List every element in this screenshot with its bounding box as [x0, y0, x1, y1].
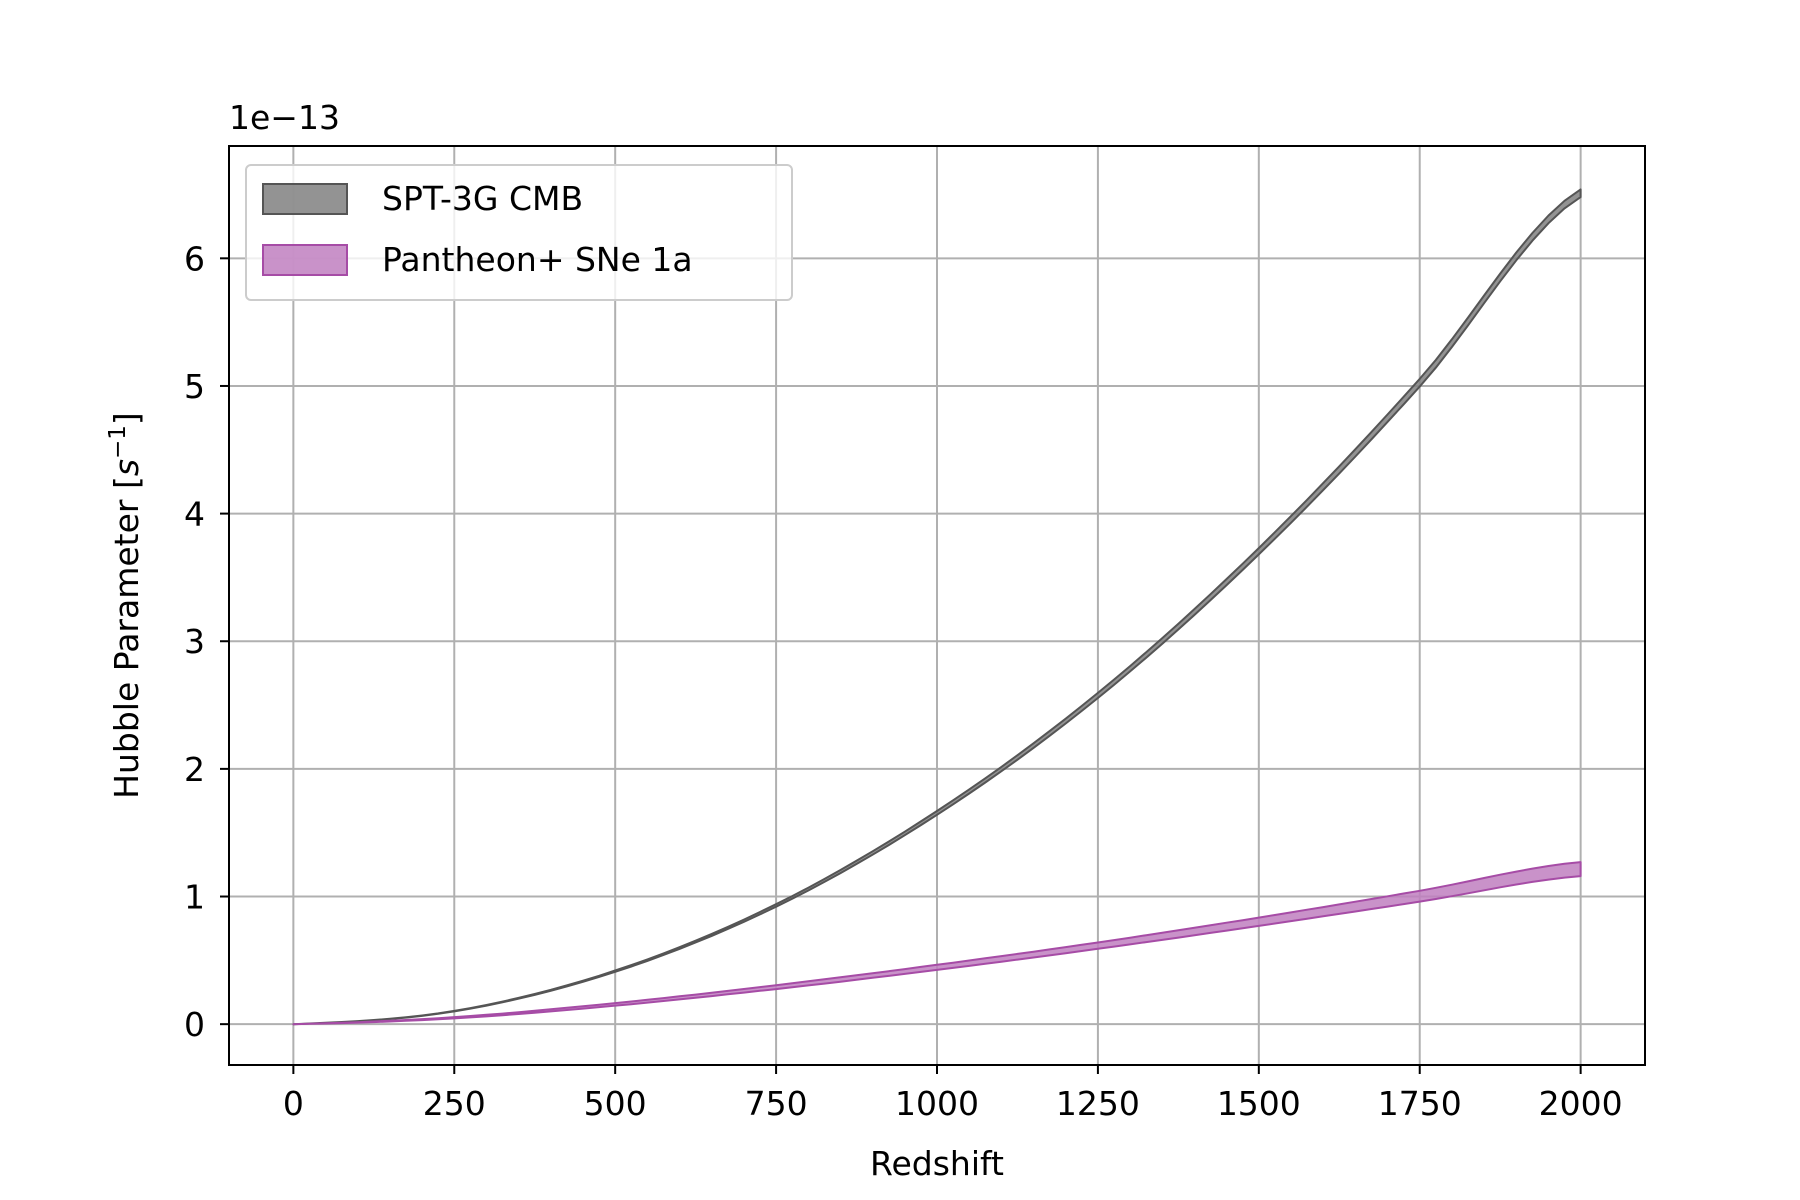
- x-tick-label: 750: [745, 1084, 808, 1123]
- x-tick-label: 500: [584, 1084, 647, 1123]
- x-tick-label: 0: [283, 1084, 304, 1123]
- y-axis-label-text: Hubble Parameter [: [107, 476, 146, 799]
- y-axis-label: Hubble Parameter [s−1]: [105, 412, 146, 799]
- legend-swatch: [262, 244, 348, 276]
- series-band: [292, 861, 1582, 1026]
- y-tick-label: 3: [184, 622, 205, 661]
- legend-label: Pantheon+ SNe 1a: [382, 240, 693, 279]
- y-tick-label: 6: [184, 239, 205, 278]
- y-axis-label-symbol: s: [107, 459, 146, 476]
- y-offset-label: 1e−13: [229, 98, 340, 137]
- y-axis: 0 1 2 3 4 5 6: [184, 239, 229, 1044]
- y-axis-label-exponent: −1: [105, 425, 131, 459]
- legend: SPT-3G CMB Pantheon+ SNe 1a: [245, 164, 793, 301]
- x-tick-label: 1250: [1056, 1084, 1140, 1123]
- x-tick-label: 2000: [1539, 1084, 1623, 1123]
- y-axis-label-close: ]: [107, 412, 146, 425]
- legend-label: SPT-3G CMB: [382, 179, 583, 218]
- y-tick-label: 4: [184, 495, 205, 534]
- legend-swatch: [262, 183, 348, 215]
- y-tick-label: 1: [184, 878, 205, 917]
- x-tick-label: 1750: [1378, 1084, 1462, 1123]
- series-bands: [292, 188, 1582, 1026]
- x-tick-label: 1000: [895, 1084, 979, 1123]
- y-tick-label: 5: [184, 367, 205, 406]
- x-tick-label: 250: [423, 1084, 486, 1123]
- y-tick-label: 0: [184, 1005, 205, 1044]
- x-tick-label: 1500: [1217, 1084, 1301, 1123]
- y-tick-label: 2: [184, 750, 205, 789]
- legend-box: [245, 164, 793, 301]
- series-band: [292, 188, 1582, 1026]
- x-axis: 0 250 500 750 1000 1250 1500 1750 2000: [283, 1065, 1623, 1123]
- x-axis-label: Redshift: [870, 1144, 1004, 1183]
